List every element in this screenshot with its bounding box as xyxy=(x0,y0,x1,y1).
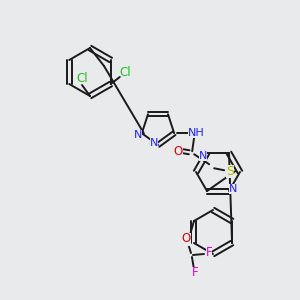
Text: N: N xyxy=(229,184,237,194)
Text: F: F xyxy=(192,266,198,280)
Text: Cl: Cl xyxy=(119,65,130,79)
Text: S: S xyxy=(226,165,234,178)
Text: N: N xyxy=(134,130,142,140)
Text: Cl: Cl xyxy=(76,71,88,85)
Text: N: N xyxy=(150,138,158,148)
Text: N: N xyxy=(199,151,207,161)
Text: O: O xyxy=(181,232,190,245)
Text: F: F xyxy=(206,247,212,260)
Text: O: O xyxy=(173,145,183,158)
Text: NH: NH xyxy=(188,128,205,138)
